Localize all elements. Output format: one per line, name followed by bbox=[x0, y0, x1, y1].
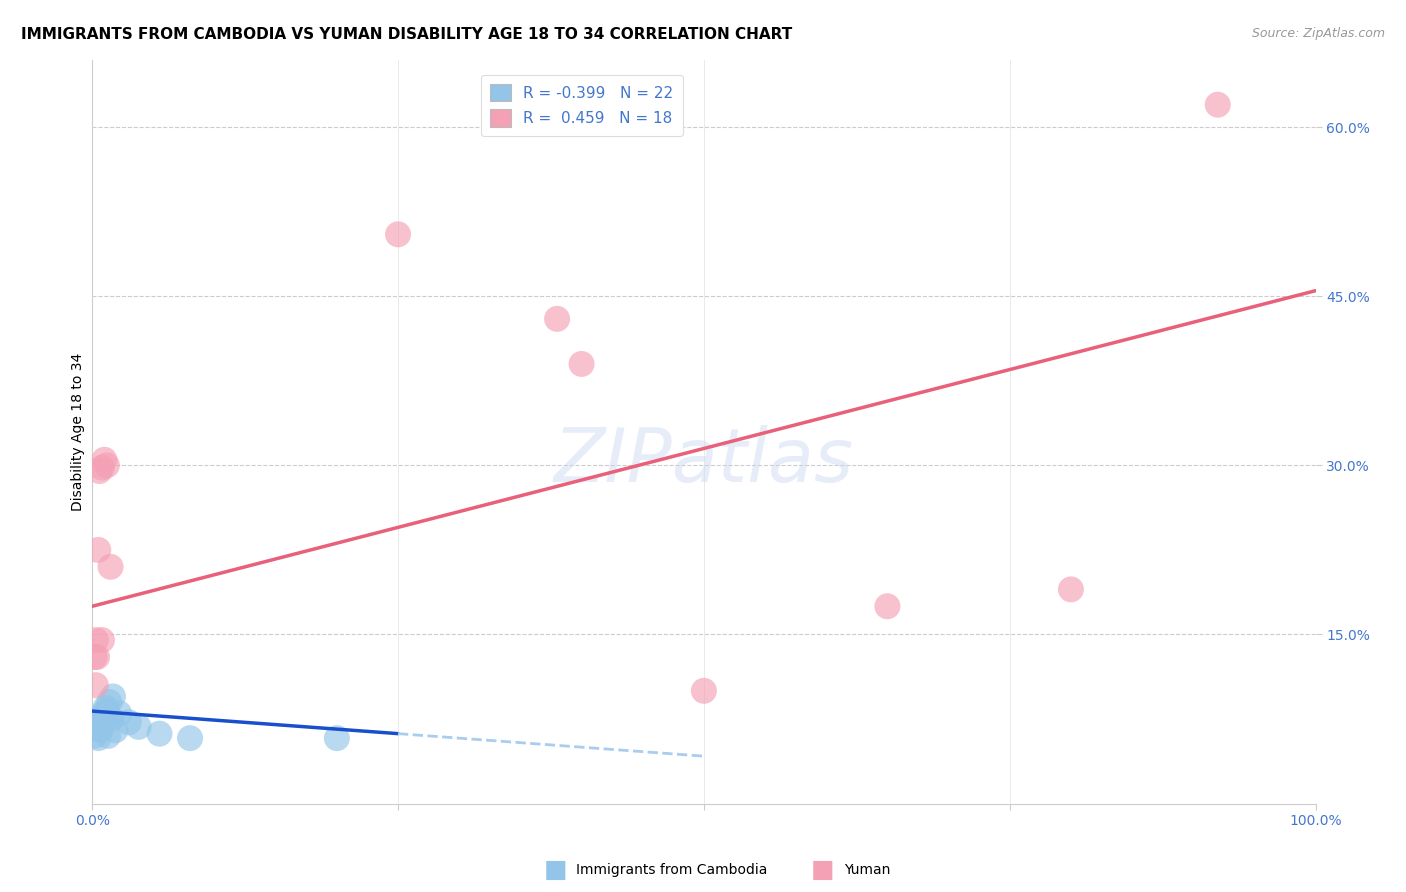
Point bbox=[108, 706, 131, 721]
Point bbox=[876, 599, 898, 614]
Text: ZIPatlas: ZIPatlas bbox=[554, 425, 853, 498]
Text: ■: ■ bbox=[811, 858, 834, 881]
Point bbox=[98, 695, 121, 709]
Point bbox=[571, 357, 593, 371]
Point bbox=[83, 729, 105, 743]
Point bbox=[148, 726, 170, 740]
Point bbox=[1206, 97, 1229, 112]
Point bbox=[94, 700, 117, 714]
Point bbox=[91, 717, 114, 731]
Point bbox=[93, 452, 115, 467]
Y-axis label: Disability Age 18 to 34: Disability Age 18 to 34 bbox=[72, 352, 86, 511]
Legend: R = -0.399   N = 22, R =  0.459   N = 18: R = -0.399 N = 22, R = 0.459 N = 18 bbox=[481, 75, 682, 136]
Point bbox=[90, 723, 112, 738]
Point bbox=[96, 458, 118, 473]
Text: IMMIGRANTS FROM CAMBODIA VS YUMAN DISABILITY AGE 18 TO 34 CORRELATION CHART: IMMIGRANTS FROM CAMBODIA VS YUMAN DISABI… bbox=[21, 27, 793, 42]
Point bbox=[86, 715, 108, 730]
Text: Yuman: Yuman bbox=[844, 863, 890, 877]
Point bbox=[100, 712, 122, 726]
Point bbox=[546, 311, 568, 326]
Point bbox=[87, 731, 110, 746]
Point bbox=[89, 464, 111, 478]
Point bbox=[93, 708, 115, 723]
Point bbox=[84, 633, 107, 648]
Point bbox=[91, 460, 114, 475]
Point bbox=[86, 650, 108, 665]
Text: Source: ZipAtlas.com: Source: ZipAtlas.com bbox=[1251, 27, 1385, 40]
Point bbox=[83, 650, 105, 665]
Point bbox=[89, 712, 111, 726]
Point bbox=[128, 720, 150, 734]
Text: ■: ■ bbox=[544, 858, 567, 881]
Point bbox=[100, 559, 122, 574]
Point bbox=[179, 731, 201, 746]
Point bbox=[96, 704, 118, 718]
Point bbox=[326, 731, 349, 746]
Point bbox=[84, 720, 107, 734]
Point bbox=[1060, 582, 1083, 597]
Point bbox=[104, 723, 127, 738]
Point bbox=[387, 227, 409, 242]
Point bbox=[84, 678, 107, 692]
Point bbox=[91, 633, 114, 648]
Point bbox=[101, 690, 124, 704]
Text: Immigrants from Cambodia: Immigrants from Cambodia bbox=[576, 863, 768, 877]
Point bbox=[87, 542, 110, 557]
Point bbox=[97, 729, 120, 743]
Point bbox=[118, 715, 141, 730]
Point bbox=[693, 683, 716, 698]
Point bbox=[91, 706, 114, 721]
